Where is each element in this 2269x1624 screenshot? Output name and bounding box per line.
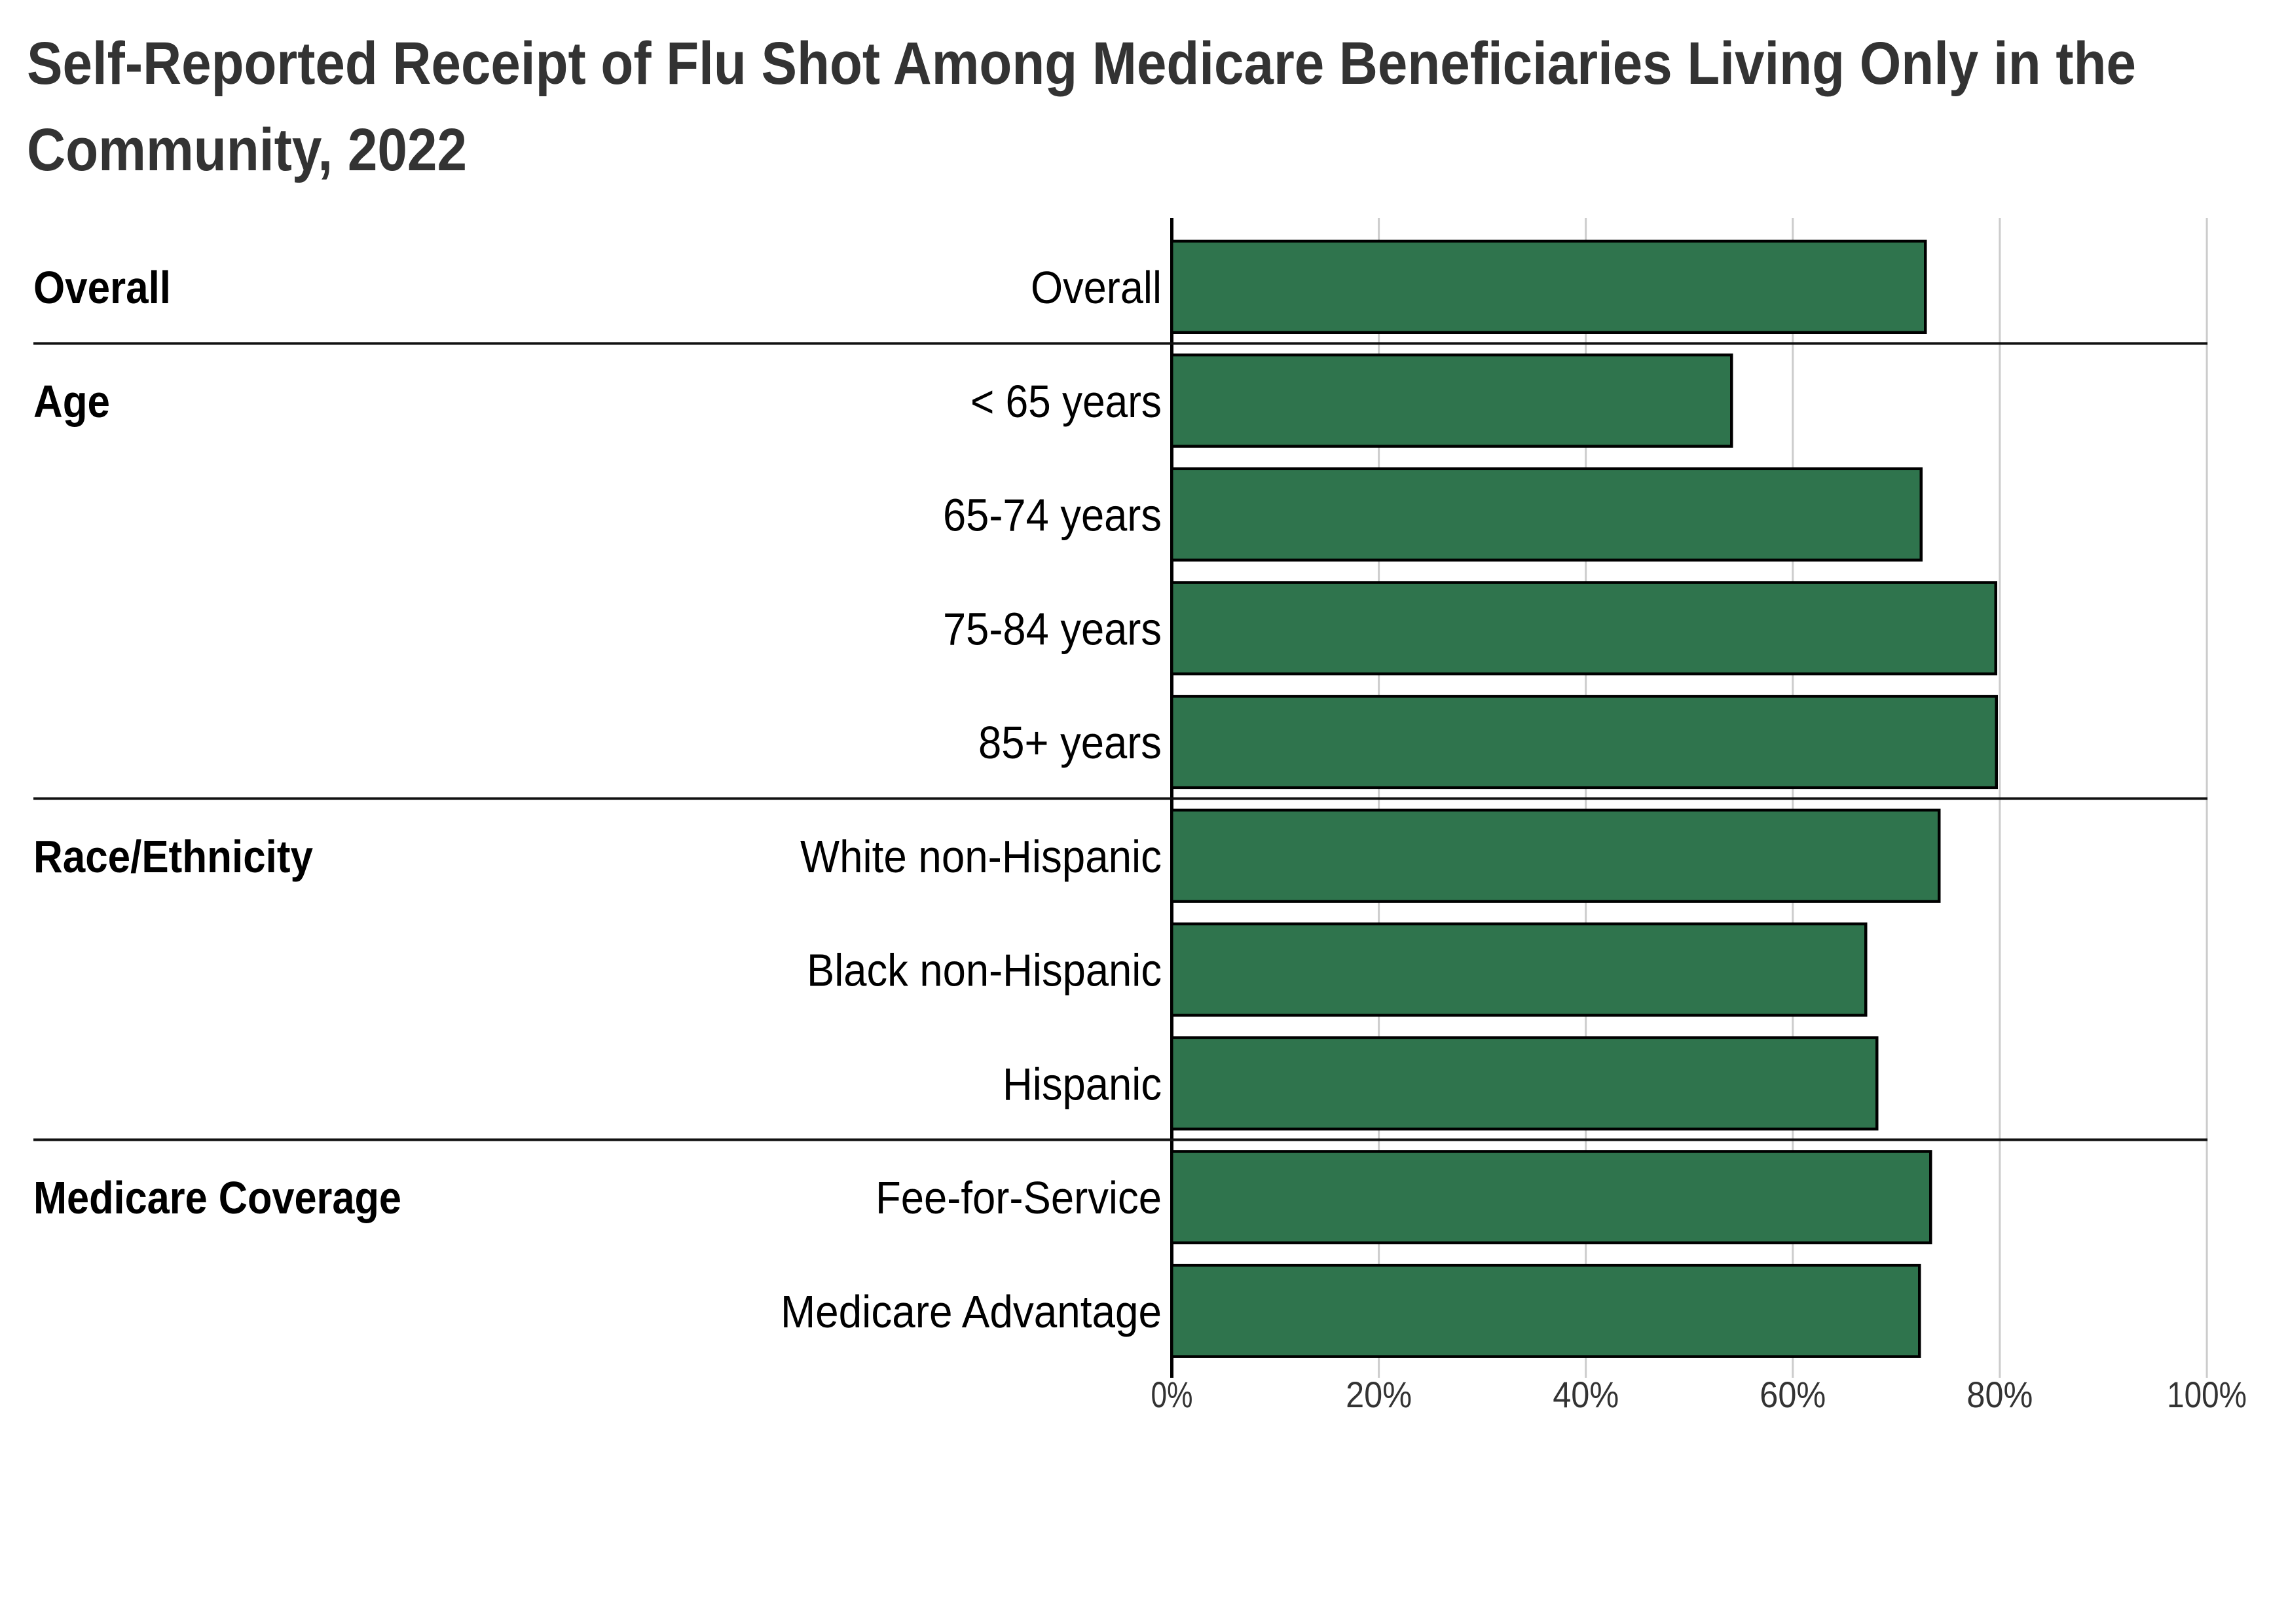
svg-text:75-84 years: 75-84 years — [943, 603, 1162, 654]
svg-text:Age: Age — [33, 376, 110, 427]
svg-text:Overall: Overall — [33, 262, 171, 313]
svg-text:Hispanic: Hispanic — [1003, 1058, 1162, 1109]
svg-text:60%: 60% — [1760, 1374, 1826, 1415]
svg-text:White non-Hispanic: White non-Hispanic — [800, 831, 1162, 882]
svg-text:Race/Ethnicity: Race/Ethnicity — [33, 831, 313, 882]
svg-text:Medicare Coverage: Medicare Coverage — [33, 1172, 401, 1223]
svg-text:Medicare Advantage: Medicare Advantage — [781, 1286, 1162, 1337]
svg-text:85+ years: 85+ years — [978, 717, 1162, 768]
svg-text:0%: 0% — [1151, 1374, 1193, 1415]
svg-text:< 65 years: < 65 years — [970, 376, 1162, 427]
svg-text:Fee-for-Service: Fee-for-Service — [876, 1172, 1162, 1223]
svg-text:40%: 40% — [1553, 1374, 1619, 1415]
svg-text:100%: 100% — [2167, 1374, 2247, 1415]
svg-text:80%: 80% — [1966, 1374, 2033, 1415]
svg-text:Self-Reported Receipt of Flu S: Self-Reported Receipt of Flu Shot Among … — [27, 30, 2136, 97]
svg-text:Community, 2022: Community, 2022 — [27, 117, 467, 183]
svg-text:Black non-Hispanic: Black non-Hispanic — [807, 945, 1162, 996]
svg-text:65-74 years: 65-74 years — [943, 490, 1162, 541]
svg-text:Overall: Overall — [1031, 262, 1162, 313]
svg-text:20%: 20% — [1346, 1374, 1412, 1415]
